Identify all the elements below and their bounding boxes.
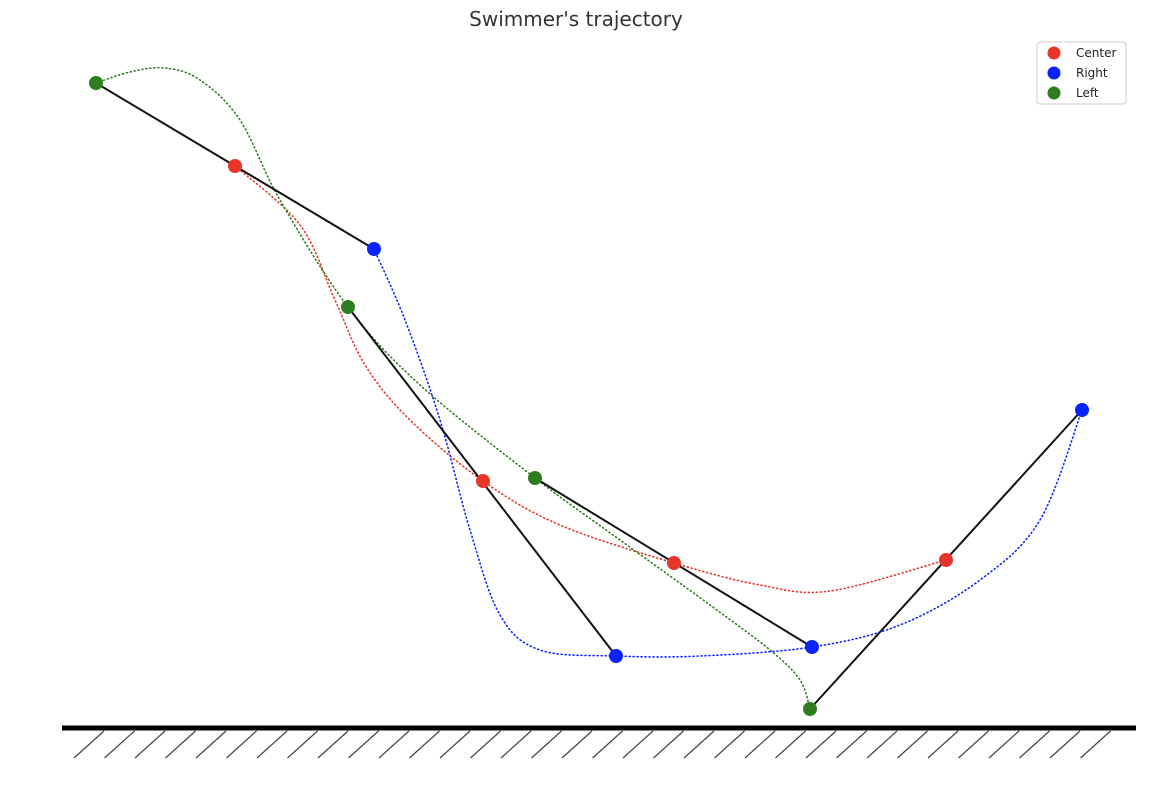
ground-hatch	[317, 730, 349, 759]
point-left	[528, 471, 542, 485]
ground-hatch	[73, 730, 105, 759]
point-right	[1075, 403, 1089, 417]
legend-box	[1036, 41, 1127, 105]
ground-hatch	[104, 730, 135, 759]
ground-hatch	[256, 730, 288, 759]
ground-hatch	[958, 730, 989, 759]
ground-hatch	[927, 730, 959, 759]
legend-marker-right	[1047, 66, 1061, 80]
legend-label-center: Center	[1076, 46, 1116, 60]
point-left	[89, 76, 103, 90]
point-right	[805, 640, 819, 654]
point-center	[939, 553, 953, 567]
trajectory-left	[95, 66, 811, 710]
ground-hatch	[1049, 730, 1081, 759]
swimmer-segments	[95, 82, 1083, 710]
ground-hatch	[531, 730, 562, 759]
legend-marker-left	[1047, 86, 1061, 100]
point-left	[341, 300, 355, 314]
ground-hatch	[653, 730, 684, 759]
ground-hatch	[775, 730, 806, 759]
ground-hatch	[897, 730, 928, 759]
trajectories	[95, 66, 1083, 710]
ground-hatch	[195, 730, 227, 759]
ground-hatch	[500, 730, 532, 759]
ground-hatch	[683, 730, 715, 759]
ground-hatch	[439, 730, 471, 759]
ground-hatch	[714, 730, 745, 759]
ground-hatch	[378, 730, 410, 759]
ground-hatch	[226, 730, 257, 759]
point-center	[667, 556, 681, 570]
ground-hatch	[592, 730, 623, 759]
legend-marker-center	[1047, 46, 1061, 60]
ground-hatch	[1019, 730, 1050, 759]
ground-hatch	[561, 730, 593, 759]
ground-hatch	[470, 730, 501, 759]
ground-hatch	[165, 730, 196, 759]
ground-hatch	[622, 730, 654, 759]
chart-title: Swimmer's trajectory	[469, 7, 683, 31]
legend-label-right: Right	[1076, 66, 1108, 80]
ground-hatch	[744, 730, 776, 759]
point-left	[803, 702, 817, 716]
ground-hatch	[409, 730, 440, 759]
ground-hatch	[805, 730, 837, 759]
ground-hatch	[348, 730, 379, 759]
ground-hatch	[287, 730, 318, 759]
ground	[62, 725, 1136, 759]
point-center	[476, 474, 490, 488]
ground-hatch	[988, 730, 1020, 759]
point-center	[228, 159, 242, 173]
data-points	[89, 76, 1089, 716]
ground-hatch	[134, 730, 166, 759]
legend-label-left: Left	[1076, 86, 1099, 100]
point-right	[367, 242, 381, 256]
legend: Center Right Left	[1036, 41, 1127, 105]
trajectory-right	[373, 248, 1083, 658]
ground-hatch	[866, 730, 898, 759]
ground-hatch	[1080, 730, 1111, 759]
point-right	[609, 649, 623, 663]
ground-hatch	[836, 730, 867, 759]
